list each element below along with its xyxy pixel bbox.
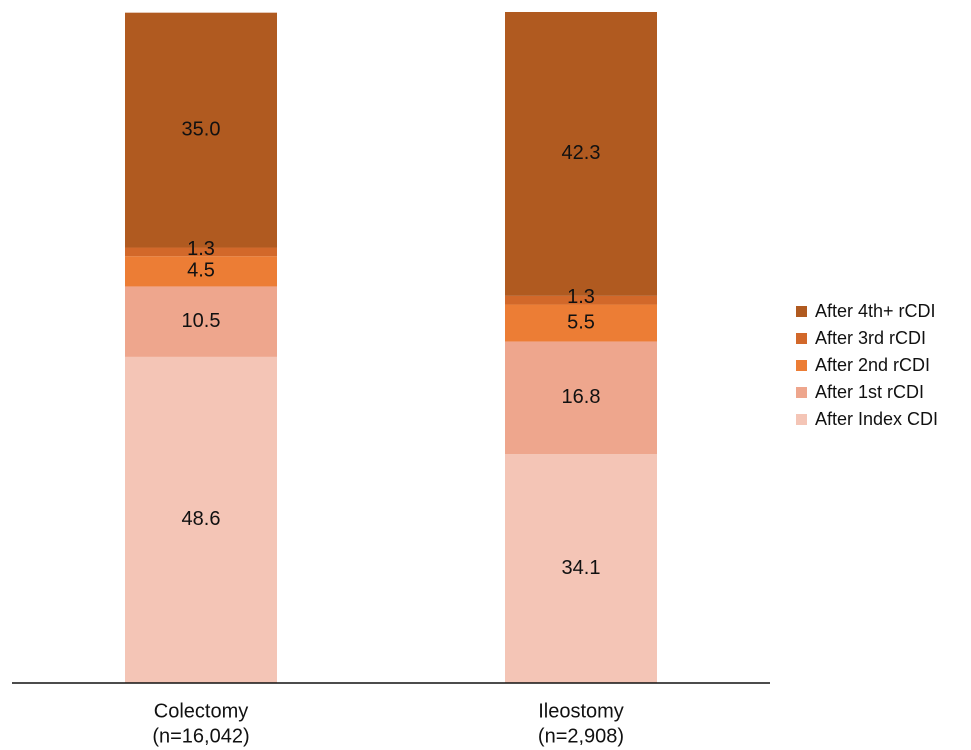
data-label: 10.5: [182, 310, 221, 332]
category-label: Ileostomy: [538, 700, 624, 722]
bar-segment: [505, 12, 657, 296]
data-label: 4.5: [187, 260, 215, 282]
legend-label: After 4th+ rCDI: [815, 301, 936, 321]
legend-item: After 1st rCDI: [796, 379, 971, 406]
legend-item: After 4th+ rCDI: [796, 298, 971, 325]
data-label: 35.0: [182, 118, 221, 140]
segment-labels-group: 48.610.54.51.335.034.116.85.51.342.3: [182, 118, 601, 578]
bar-segment: [125, 356, 277, 683]
bar-segment: [125, 286, 277, 357]
bars-group: [125, 12, 657, 683]
data-label: 34.1: [562, 557, 601, 579]
data-label: 42.3: [562, 142, 601, 164]
data-label: 1.3: [567, 286, 595, 308]
bar-segment: [505, 454, 657, 683]
legend-swatch: [796, 306, 807, 317]
category-label: Colectomy: [154, 700, 248, 722]
data-label: 16.8: [562, 386, 601, 408]
category-labels-group: Colectomy (n=16,042) Ileostomy (n=2,908): [152, 700, 624, 747]
data-label: 1.3: [187, 238, 215, 260]
legend-label: After 3rd rCDI: [815, 328, 927, 348]
data-label: 48.6: [182, 508, 221, 530]
legend-swatch: [796, 387, 807, 398]
bar-segment: [505, 341, 657, 455]
category-label: (n=16,042): [152, 725, 249, 747]
legend-swatch: [796, 333, 807, 344]
legend-label: After Index CDI: [815, 409, 939, 429]
bar-segment: [505, 304, 657, 342]
legend-item: After 2nd rCDI: [796, 352, 971, 379]
legend-swatch: [796, 360, 807, 371]
legend-label: After 1st rCDI: [815, 382, 925, 402]
data-label: 5.5: [567, 311, 595, 333]
legend-item: After Index CDI: [796, 406, 971, 433]
category-label: (n=2,908): [538, 725, 624, 747]
legend-label: After 2nd rCDI: [815, 355, 931, 375]
bar-segment: [125, 247, 277, 257]
legend: After 4th+ rCDI After 3rd rCDI After 2nd r…: [796, 298, 971, 433]
bar-segment: [125, 12, 277, 248]
legend-item: After 3rd rCDI: [796, 325, 971, 352]
legend-swatch: [796, 414, 807, 425]
bar-segment: [125, 256, 277, 287]
bar-segment: [505, 295, 657, 305]
